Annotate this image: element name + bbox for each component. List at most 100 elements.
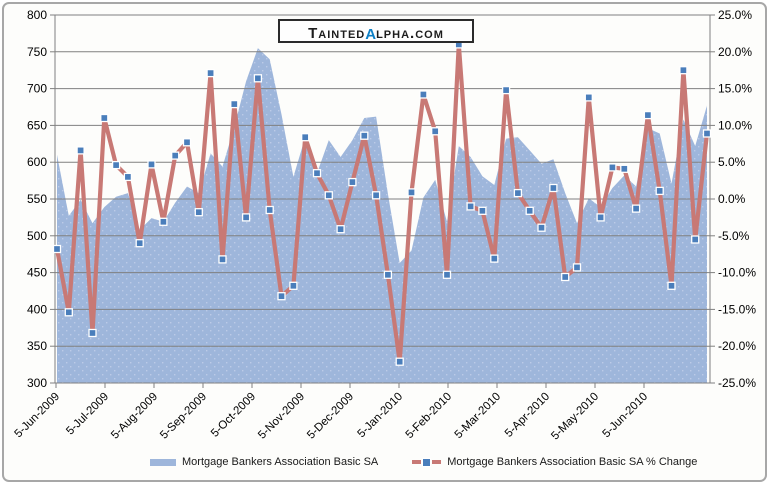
line-series-marker xyxy=(135,239,144,248)
line-swatch-dash-right xyxy=(432,460,442,464)
left-axis-label: 650 xyxy=(27,118,47,132)
line-series-marker xyxy=(360,131,369,140)
x-axis-label: 5-Nov-2009 xyxy=(256,391,307,442)
line-series-marker xyxy=(111,160,121,170)
line-series-marker xyxy=(466,202,475,211)
line-series-marker xyxy=(501,85,511,95)
line-series-marker xyxy=(608,163,617,172)
line-series-marker xyxy=(289,281,298,290)
x-axis-label: 5-Jun-2010 xyxy=(600,391,650,441)
line-series-marker xyxy=(702,129,712,138)
x-axis-label: 5-May-2010 xyxy=(549,391,601,443)
line-series-marker xyxy=(253,74,263,83)
line-series-marker xyxy=(241,213,251,222)
x-axis-label: 5-Sep-2009 xyxy=(158,391,209,442)
left-axis-label: 300 xyxy=(27,376,47,390)
right-axis-label: 0.0% xyxy=(718,192,746,206)
line-series-marker xyxy=(631,204,641,213)
line-series-marker xyxy=(478,206,487,215)
line-series-marker xyxy=(371,191,381,200)
line-series-marker xyxy=(230,99,239,109)
left-axis-label: 550 xyxy=(27,192,47,206)
line-series-marker xyxy=(218,255,227,264)
line-series-marker xyxy=(525,206,534,215)
x-axis-label: 5-Aug-2009 xyxy=(109,391,160,442)
legend-label-sa: Mortgage Bankers Association Basic SA xyxy=(182,456,379,468)
line-series-marker xyxy=(348,177,357,187)
left-axis-label: 800 xyxy=(27,8,47,22)
right-axis-label: -20.0% xyxy=(718,339,756,353)
line-series-marker xyxy=(513,188,523,198)
left-axis-label: 400 xyxy=(27,302,47,316)
line-series-marker xyxy=(52,244,62,254)
legend: Mortgage Bankers Association Basic SA Mo… xyxy=(150,454,731,470)
line-series-marker xyxy=(691,235,700,244)
x-axis-label: 5-Jul-2009 xyxy=(64,391,111,438)
line-series-marker xyxy=(572,263,582,272)
x-axis-label: 5-Oct-2009 xyxy=(209,391,258,440)
line-series-marker xyxy=(596,213,605,222)
logo-alpha-glyph: α xyxy=(365,19,377,44)
line-series-pct-change xyxy=(54,42,710,364)
line-series-marker xyxy=(159,217,168,226)
left-axis-label: 750 xyxy=(27,45,47,59)
line-series-marker xyxy=(324,191,333,200)
line-series-marker xyxy=(76,146,85,155)
logo-box: Taintedαlpha.com xyxy=(278,19,474,43)
line-series-marker xyxy=(431,127,440,136)
line-series-marker xyxy=(277,292,286,301)
line-series-marker xyxy=(679,66,688,75)
line-series-marker xyxy=(182,138,192,147)
right-axis-label: 5.0% xyxy=(718,155,746,169)
right-axis-label: 15.0% xyxy=(718,82,752,96)
right-axis-label: 10.0% xyxy=(718,118,752,132)
line-series-marker xyxy=(561,272,570,282)
line-series-marker xyxy=(549,183,558,193)
left-axis-label: 450 xyxy=(27,266,47,280)
line-series-marker xyxy=(336,225,345,234)
left-axis-label: 600 xyxy=(27,155,47,169)
line-series-marker xyxy=(490,254,499,263)
area-series-basic-sa xyxy=(57,48,707,383)
line-series-marker xyxy=(395,357,404,366)
line-series-swatch xyxy=(412,457,442,467)
line-series-marker xyxy=(123,172,133,182)
right-axis-label: -10.0% xyxy=(718,266,756,280)
right-axis-label: -25.0% xyxy=(718,376,756,390)
line-series-marker xyxy=(643,110,653,120)
line-series-marker xyxy=(194,208,203,217)
line-series-marker xyxy=(537,223,546,232)
left-axis-label: 350 xyxy=(27,339,47,353)
legend-label-pct-change: Mortgage Bankers Association Basic SA % … xyxy=(447,456,698,468)
x-axis-label: 5-Feb-2010 xyxy=(404,391,455,442)
line-series-marker xyxy=(312,169,322,178)
line-series-marker xyxy=(407,188,416,197)
line-series-marker xyxy=(620,164,629,173)
line-series-marker xyxy=(584,93,593,102)
line-series-marker xyxy=(64,308,73,317)
line-series-marker xyxy=(100,113,109,123)
line-series-marker xyxy=(206,68,215,78)
line-series-marker xyxy=(383,270,393,279)
line-swatch-dash-left xyxy=(412,460,422,464)
left-axis-label: 700 xyxy=(27,82,47,96)
logo-suffix: lpha.com xyxy=(376,25,444,42)
x-axis-label: 5-Jun-2009 xyxy=(12,391,62,441)
legend-item-pct-change: Mortgage Bankers Association Basic SA % … xyxy=(412,456,697,468)
line-swatch-marker xyxy=(422,457,432,467)
line-series-marker xyxy=(301,133,310,142)
logo-text: Taintedαlpha.com xyxy=(308,19,444,44)
line-series-marker xyxy=(88,328,97,338)
right-axis-label: 20.0% xyxy=(718,45,752,59)
line-series-marker xyxy=(667,281,676,290)
line-series-marker xyxy=(419,90,428,99)
line-series-marker xyxy=(265,205,274,215)
legend-item-sa: Mortgage Bankers Association Basic SA xyxy=(150,456,378,468)
line-series-marker xyxy=(171,151,180,160)
right-axis-label: -15.0% xyxy=(718,302,756,316)
right-axis-label: -5.0% xyxy=(718,229,750,243)
line-series-marker xyxy=(442,270,452,279)
right-axis-label: 25.0% xyxy=(718,8,752,22)
